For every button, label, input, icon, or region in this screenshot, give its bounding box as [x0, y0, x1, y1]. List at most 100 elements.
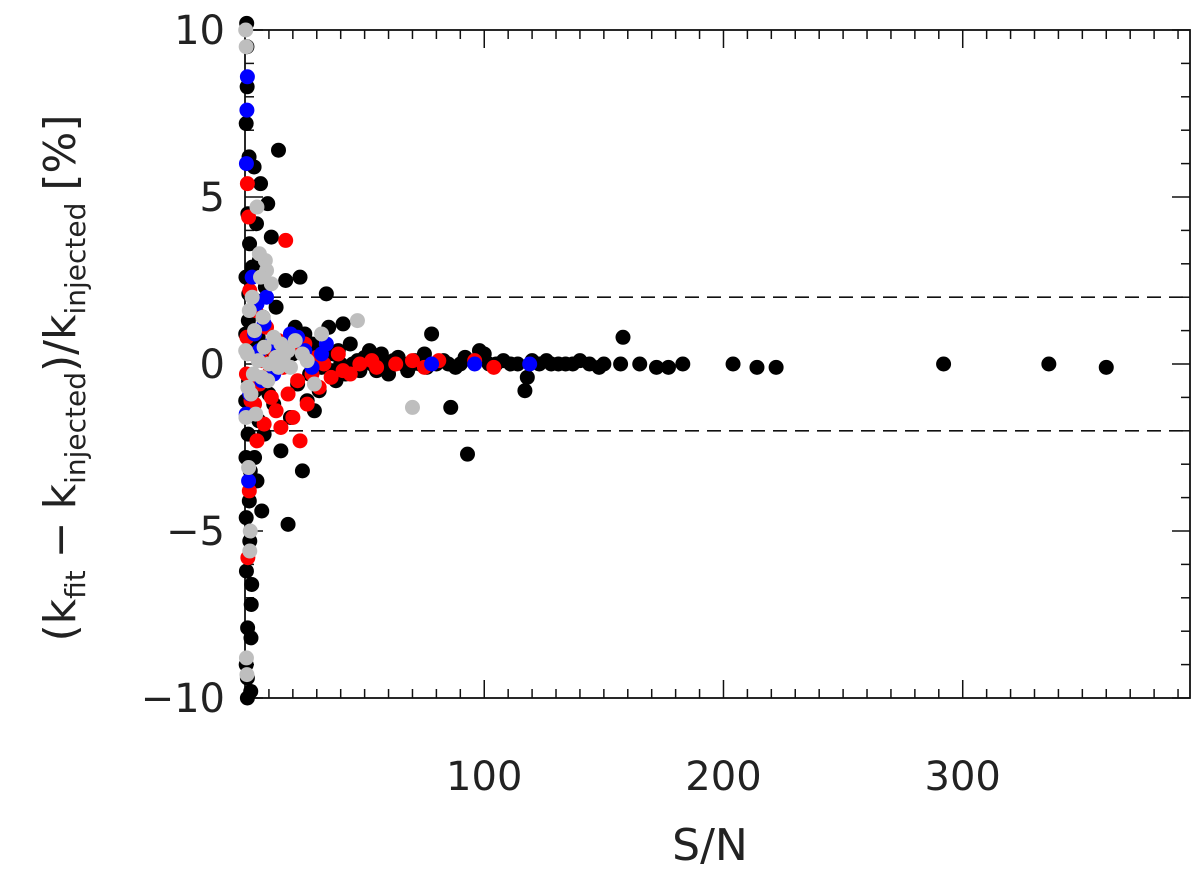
data-point-black [238, 510, 254, 526]
data-point-gray [238, 22, 254, 38]
data-point-red [330, 346, 346, 362]
data-point-black [244, 576, 260, 592]
reference-lines [245, 296, 1190, 432]
y-title-minus: − [35, 521, 86, 558]
data-point-black [749, 359, 765, 375]
data-point-blue [239, 69, 255, 85]
data-point-red [278, 232, 294, 248]
data-point-red [280, 386, 296, 402]
x-tick-label: 300 [925, 754, 1001, 800]
data-point-black [273, 443, 289, 459]
data-point-gray [249, 199, 265, 215]
data-point-black [424, 326, 440, 342]
data-point-gray [238, 39, 254, 55]
y-title-slash: )/k [35, 314, 86, 372]
data-point-red [249, 433, 265, 449]
data-point-blue [239, 102, 255, 118]
data-point-black [517, 383, 533, 399]
data-point-gray [263, 276, 279, 292]
data-point-black [768, 359, 784, 375]
data-point-gray [242, 523, 258, 539]
data-point-blue [467, 356, 483, 372]
data-point-black [648, 359, 664, 375]
data-point-gray [241, 460, 257, 476]
data-point-black [342, 336, 358, 352]
data-point-gray [244, 289, 260, 305]
data-point-blue [522, 356, 538, 372]
y-tick-label: 0 [200, 342, 225, 388]
y-tick-label: −5 [166, 509, 225, 555]
x-tick-label: 100 [446, 754, 522, 800]
data-point-black [936, 356, 952, 372]
y-tick-label: 10 [174, 8, 225, 54]
data-point-gray [255, 309, 271, 325]
data-point-red [323, 369, 339, 385]
data-point-gray [404, 399, 420, 415]
data-point-black [615, 329, 631, 345]
data-point-black [268, 299, 284, 315]
data-point-black [238, 116, 254, 132]
data-point-red [263, 389, 279, 405]
y-title-fit: fit [59, 570, 92, 599]
data-point-gray [239, 667, 255, 683]
data-point-black [443, 399, 459, 415]
data-point-red [285, 409, 301, 425]
data-point-gray [251, 246, 267, 262]
data-point-black [519, 369, 535, 385]
tick-labels: 100 200 300 −10 −5 0 5 10 [141, 8, 1001, 800]
data-point-red [364, 353, 380, 369]
data-point-black [270, 142, 286, 158]
data-point-black [613, 356, 629, 372]
data-point-black [242, 236, 258, 252]
data-point-black [459, 446, 475, 462]
y-axis-title: (kfit−kinjected)/kinjected[%] [35, 114, 92, 641]
y-tick-label: 5 [200, 175, 225, 221]
data-point-black [280, 516, 296, 532]
data-point-red [273, 419, 289, 435]
data-point-red [292, 433, 308, 449]
data-point-black [660, 359, 676, 375]
data-point-gray [238, 343, 254, 359]
data-point-black [263, 229, 279, 245]
data-point-red [335, 363, 351, 379]
data-point-red [256, 416, 272, 432]
data-point-black [278, 273, 294, 288]
data-point-red [241, 209, 257, 225]
data-point-gray [238, 650, 254, 666]
data-point-gray [256, 339, 272, 355]
data-point-black [239, 690, 255, 706]
data-point-black [253, 176, 269, 192]
y-title-open: (k [35, 598, 86, 641]
data-point-gray [306, 376, 322, 392]
data-point-gray [245, 366, 261, 382]
data-point-gray [250, 353, 266, 369]
data-point-red [352, 356, 368, 372]
data-point-red [404, 353, 420, 369]
data-point-red [486, 359, 502, 375]
data-point-black [243, 596, 259, 612]
y-tick-label: −10 [141, 676, 225, 722]
data-point-blue [314, 346, 330, 362]
data-points [238, 15, 1114, 706]
data-point-red [388, 356, 404, 372]
data-point-gray [242, 543, 258, 559]
data-point-blue [424, 356, 440, 372]
data-point-blue [238, 156, 254, 172]
data-point-black [318, 286, 334, 302]
data-point-black [335, 316, 351, 332]
data-point-gray [294, 346, 310, 362]
y-title-unit: [%] [35, 114, 86, 190]
data-point-red [239, 176, 255, 192]
data-point-red [268, 403, 284, 419]
data-point-black [675, 356, 691, 372]
data-point-black [240, 620, 256, 636]
data-point-black [292, 269, 308, 285]
data-point-gray [240, 379, 256, 395]
y-title-injected2: injected [59, 203, 92, 315]
data-point-black [238, 563, 254, 579]
data-point-black [254, 503, 270, 519]
data-point-black [632, 356, 648, 372]
data-point-black [1041, 356, 1057, 372]
data-point-black [1098, 359, 1114, 375]
